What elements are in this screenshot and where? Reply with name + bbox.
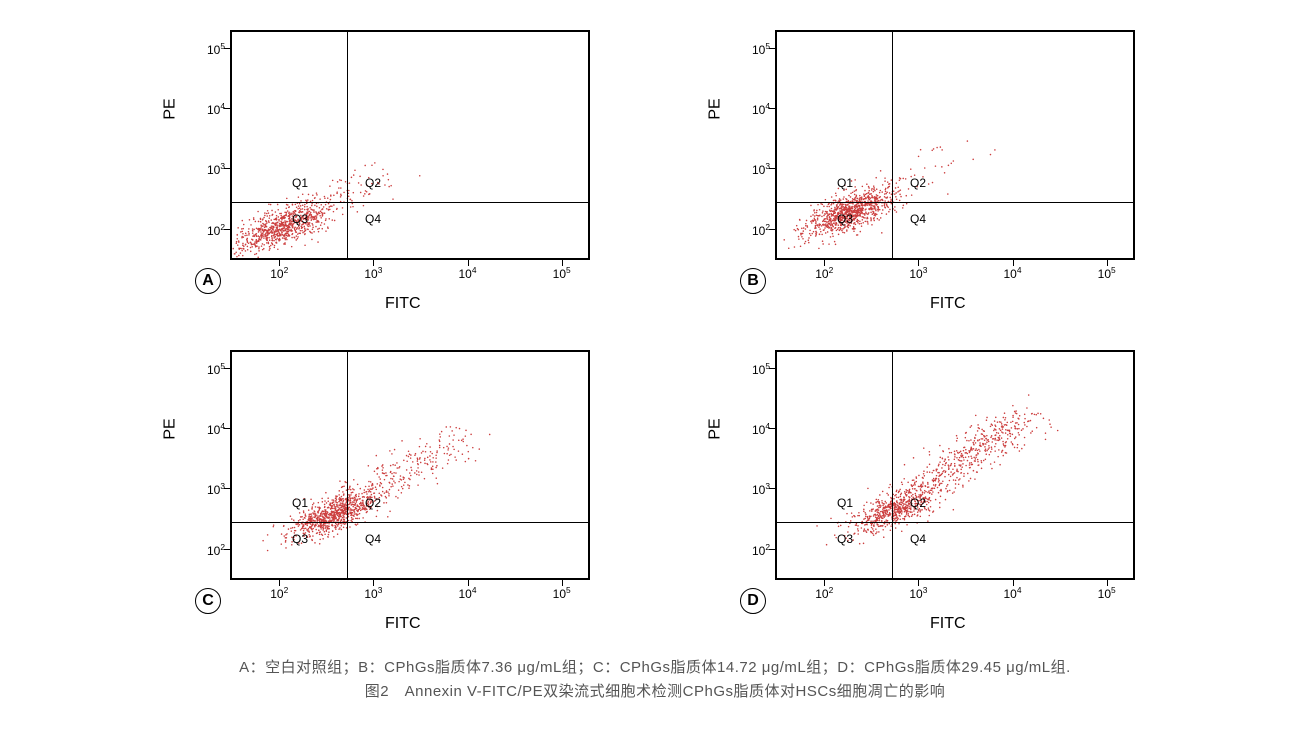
y-axis-label: PE bbox=[162, 98, 180, 119]
quadrant-horizontal-line bbox=[232, 522, 588, 523]
y-tick-label: 102 bbox=[730, 542, 770, 558]
x-axis-label: FITC bbox=[930, 615, 966, 633]
quadrant-label-Q3: Q3 bbox=[837, 212, 853, 226]
panel-letter: C bbox=[195, 588, 221, 614]
x-tick-label: 103 bbox=[909, 265, 927, 281]
y-tick-label: 103 bbox=[730, 161, 770, 177]
panel-letter: B bbox=[740, 268, 766, 294]
plot-area: Q1 Q2 Q3 Q4 bbox=[775, 350, 1135, 580]
quadrant-label-Q2: Q2 bbox=[910, 496, 926, 510]
x-tick-label: 105 bbox=[1098, 585, 1116, 601]
caption-line-2: 图2 Annexin V-FITC/PE双染流式细胞术检测CPhGs脂质体对HS… bbox=[135, 680, 1175, 704]
scatter-svg bbox=[777, 32, 1133, 258]
scatter-svg bbox=[777, 352, 1133, 578]
y-tick-label: 104 bbox=[730, 421, 770, 437]
quadrant-label-Q2: Q2 bbox=[910, 176, 926, 190]
quadrant-label-Q3: Q3 bbox=[292, 532, 308, 546]
quadrant-vertical-line bbox=[347, 352, 348, 578]
x-tick-label: 102 bbox=[815, 585, 833, 601]
quadrant-label-Q3: Q3 bbox=[292, 212, 308, 226]
plot-area: Q1 Q2 Q3 Q4 bbox=[775, 30, 1135, 260]
quadrant-label-Q3: Q3 bbox=[837, 532, 853, 546]
y-tick-label: 102 bbox=[730, 222, 770, 238]
panel-grid: PEFITCAQ1Q2Q3Q4102103104105102103104105P… bbox=[135, 20, 1175, 640]
y-tick-label: 104 bbox=[730, 101, 770, 117]
scatter-panel-A: PE FITC A Q1 Q2 Q3 Q4 102 103 104 105 102 103 104 105 bbox=[135, 20, 615, 320]
quadrant-horizontal-line bbox=[232, 202, 588, 203]
quadrant-horizontal-line bbox=[777, 522, 1133, 523]
x-tick-label: 105 bbox=[553, 585, 571, 601]
scatter-panel-C: PE FITC C Q1 Q2 Q3 Q4 102 103 104 105 102 103 104 105 bbox=[135, 340, 615, 640]
x-tick-label: 105 bbox=[1098, 265, 1116, 281]
scatter-svg bbox=[232, 352, 588, 578]
quadrant-label-Q2: Q2 bbox=[365, 496, 381, 510]
x-tick-label: 105 bbox=[553, 265, 571, 281]
quadrant-label-Q4: Q4 bbox=[910, 532, 926, 546]
y-tick-label: 103 bbox=[185, 161, 225, 177]
plot-area: Q1 Q2 Q3 Q4 bbox=[230, 350, 590, 580]
y-tick-label: 103 bbox=[730, 481, 770, 497]
y-axis-label: PE bbox=[162, 418, 180, 439]
y-tick-label: 105 bbox=[185, 41, 225, 57]
x-tick-label: 102 bbox=[815, 265, 833, 281]
x-tick-label: 103 bbox=[364, 265, 382, 281]
figure-caption: A：空白对照组；B：CPhGs脂质体7.36 μg/mL组；C：CPhGs脂质体… bbox=[135, 656, 1175, 704]
y-tick-label: 103 bbox=[185, 481, 225, 497]
x-tick-label: 104 bbox=[1003, 265, 1021, 281]
y-tick-label: 102 bbox=[185, 542, 225, 558]
y-axis-label: PE bbox=[707, 98, 725, 119]
quadrant-label-Q4: Q4 bbox=[365, 532, 381, 546]
quadrant-label-Q4: Q4 bbox=[365, 212, 381, 226]
quadrant-label-Q1: Q1 bbox=[837, 176, 853, 190]
y-tick-label: 105 bbox=[185, 361, 225, 377]
y-tick-label: 105 bbox=[730, 361, 770, 377]
x-axis-label: FITC bbox=[385, 295, 421, 313]
caption-line-1: A：空白对照组；B：CPhGs脂质体7.36 μg/mL组；C：CPhGs脂质体… bbox=[135, 656, 1175, 680]
x-tick-label: 103 bbox=[364, 585, 382, 601]
figure-container: PEFITCAQ1Q2Q3Q4102103104105102103104105P… bbox=[135, 20, 1175, 704]
quadrant-vertical-line bbox=[347, 32, 348, 258]
scatter-svg bbox=[232, 32, 588, 258]
panel-letter: A bbox=[195, 268, 221, 294]
x-tick-label: 104 bbox=[458, 585, 476, 601]
quadrant-label-Q2: Q2 bbox=[365, 176, 381, 190]
y-tick-label: 104 bbox=[185, 101, 225, 117]
x-tick-label: 103 bbox=[909, 585, 927, 601]
x-tick-label: 102 bbox=[270, 585, 288, 601]
plot-area: Q1 Q2 Q3 Q4 bbox=[230, 30, 590, 260]
y-tick-label: 105 bbox=[730, 41, 770, 57]
y-axis-label: PE bbox=[707, 418, 725, 439]
y-tick-label: 102 bbox=[185, 222, 225, 238]
x-tick-label: 104 bbox=[458, 265, 476, 281]
quadrant-label-Q4: Q4 bbox=[910, 212, 926, 226]
quadrant-label-Q1: Q1 bbox=[292, 176, 308, 190]
y-tick-label: 104 bbox=[185, 421, 225, 437]
quadrant-vertical-line bbox=[892, 32, 893, 258]
scatter-panel-B: PE FITC B Q1 Q2 Q3 Q4 102 103 104 105 102 103 104 105 bbox=[680, 20, 1160, 320]
quadrant-label-Q1: Q1 bbox=[837, 496, 853, 510]
x-tick-label: 102 bbox=[270, 265, 288, 281]
x-tick-label: 104 bbox=[1003, 585, 1021, 601]
quadrant-label-Q1: Q1 bbox=[292, 496, 308, 510]
x-axis-label: FITC bbox=[930, 295, 966, 313]
quadrant-horizontal-line bbox=[777, 202, 1133, 203]
panel-letter: D bbox=[740, 588, 766, 614]
scatter-panel-D: PE FITC D Q1 Q2 Q3 Q4 102 103 104 105 102 103 104 105 bbox=[680, 340, 1160, 640]
x-axis-label: FITC bbox=[385, 615, 421, 633]
quadrant-vertical-line bbox=[892, 352, 893, 578]
